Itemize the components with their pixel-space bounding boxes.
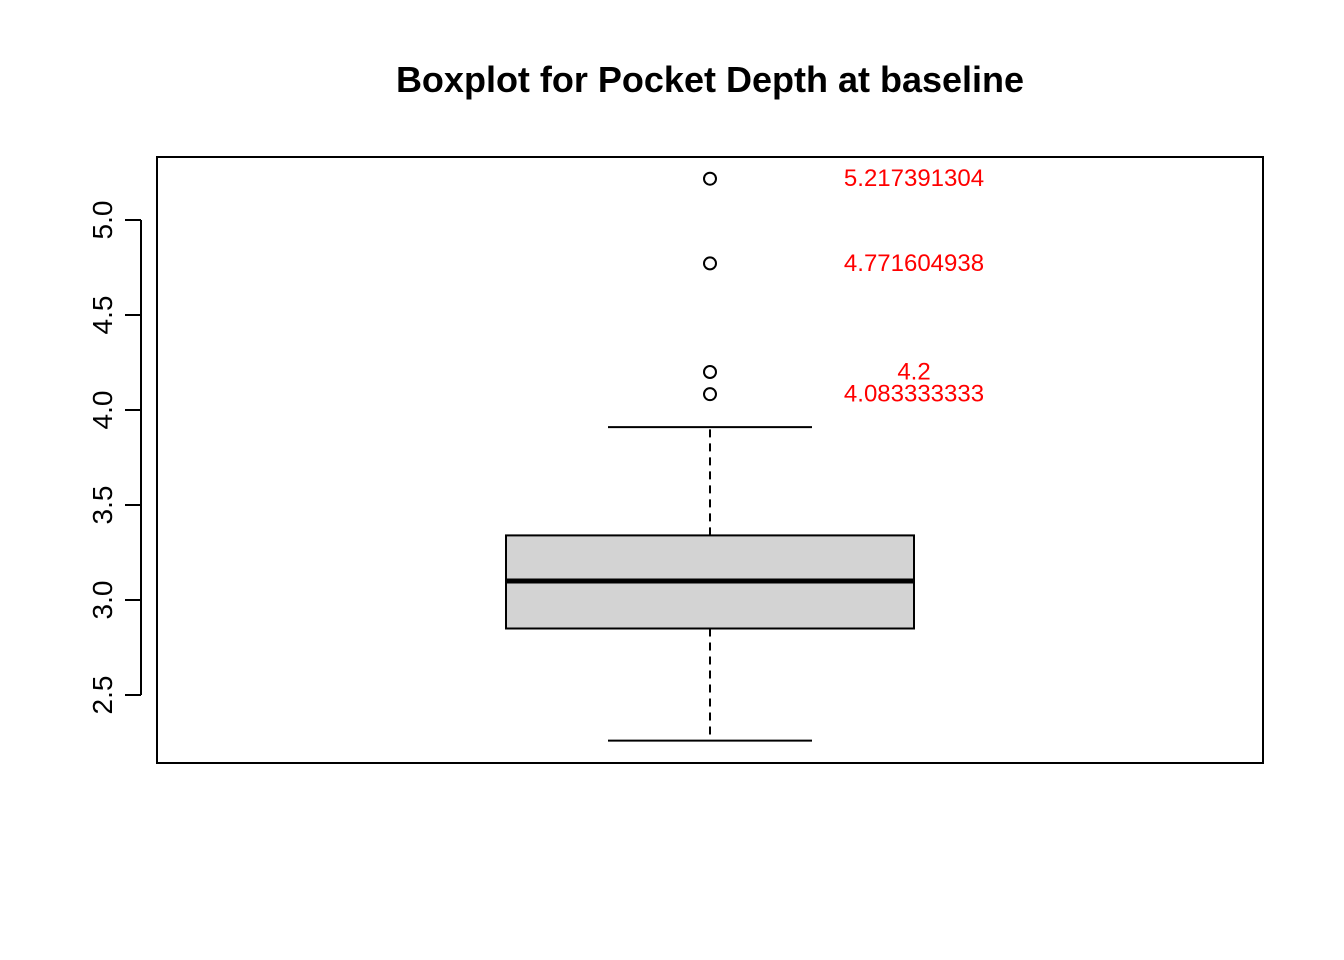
y-tick-label: 3.5	[87, 486, 118, 525]
y-tick-label: 5.0	[87, 201, 118, 240]
outlier-group	[703, 171, 717, 402]
y-tick-label: 3.0	[87, 581, 118, 620]
y-tick-label: 4.5	[87, 296, 118, 335]
outlier-label: 4.083333333	[844, 381, 984, 408]
box-group	[505, 426, 915, 742]
outlier-point	[703, 171, 717, 186]
outlier-point	[703, 256, 717, 271]
y-tick-label: 2.5	[87, 676, 118, 715]
outlier-label: 5.217391304	[844, 165, 984, 192]
outlier-label: 4.2	[897, 359, 930, 386]
y-tick-label: 4.0	[87, 391, 118, 430]
plot-frame	[156, 156, 1264, 764]
y-axis: 2.5 3.0 3.5 4.0 4.5 5.0	[87, 201, 142, 715]
outlier-label: 4.771604938	[844, 250, 984, 277]
annotation-group: 5.217391304 4.771604938 4.24.083333333	[844, 165, 984, 407]
outlier-point	[703, 365, 717, 379]
chart-title: Boxplot for Pocket Depth at baseline	[396, 59, 1024, 100]
outlier-point	[703, 387, 717, 402]
